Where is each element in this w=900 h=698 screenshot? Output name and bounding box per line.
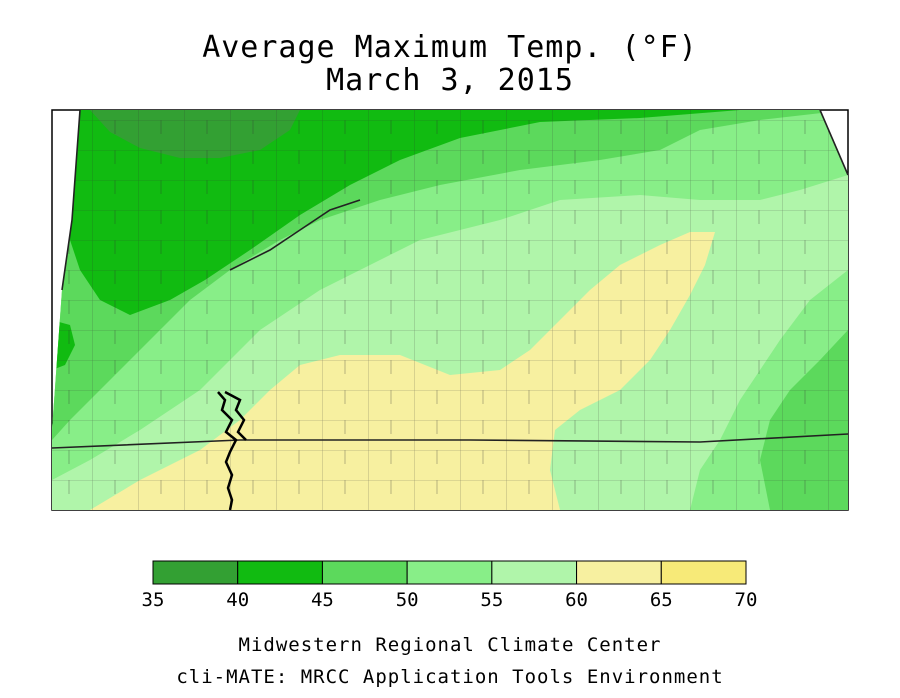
credit-tool: cli-MATE: MRCC Application Tools Environ… (176, 666, 724, 688)
state-line-west (61, 109, 81, 291)
temperature-contours (52, 110, 848, 510)
legend-colorbar (152, 560, 747, 585)
map-title: Average Maximum Temp. (°F) (202, 30, 698, 65)
legend-swatch (406, 560, 493, 585)
state-boundaries (51, 109, 849, 449)
legend-tick-label: 40 (226, 589, 250, 611)
legend-tick-label: 55 (480, 589, 504, 611)
mississippi-river-branch (224, 390, 247, 441)
map-date: March 3, 2015 (326, 63, 574, 98)
state-line-south (51, 433, 849, 449)
county-boundaries (52, 110, 848, 510)
credit-organization: Midwestern Regional Climate Center (238, 634, 662, 656)
legend-swatch (237, 560, 323, 585)
legend-tick-label: 60 (565, 589, 588, 611)
legend-tick-label: 45 (310, 589, 334, 611)
legend-tick-label: 70 (734, 589, 758, 611)
legend-swatch (491, 560, 578, 585)
mississippi-river (217, 391, 238, 511)
legend-swatch (152, 560, 239, 585)
legend-swatch (576, 560, 662, 585)
legend-tick-label: 65 (649, 589, 673, 611)
state-line-east (819, 109, 849, 176)
legend-swatch (660, 560, 747, 585)
legend-tick-label: 50 (395, 589, 419, 611)
legend-tick-label: 35 (141, 589, 165, 611)
state-line-ohio-river (229, 199, 361, 271)
legend-swatch (321, 560, 408, 585)
